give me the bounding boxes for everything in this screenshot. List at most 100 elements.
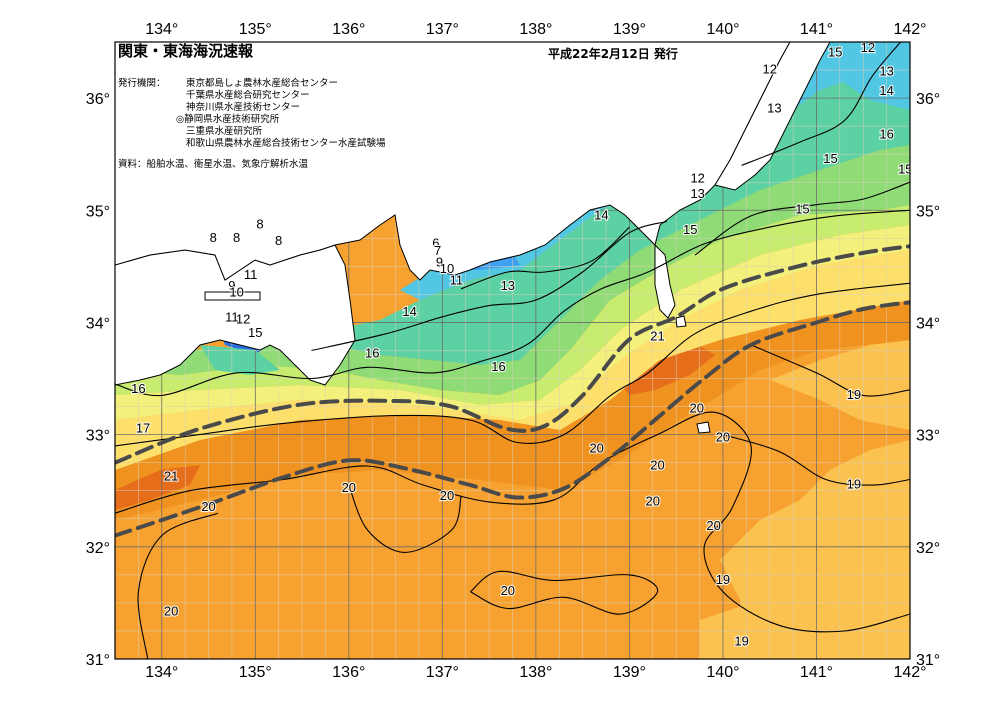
lat-tick-left: 32° xyxy=(86,540,110,557)
lon-tick-top: 142° xyxy=(893,21,926,38)
lon-tick-bottom: 142° xyxy=(893,664,926,681)
agency-5: 三重県水産研究所 xyxy=(186,125,263,137)
agency-4: ◎静岡県水産技術研究所 xyxy=(176,113,280,125)
lon-tick-top: 137° xyxy=(426,21,459,38)
sst-zone-14-15 xyxy=(115,145,910,395)
isotherm-label: 14 xyxy=(402,304,416,319)
isotherm-label: 20 xyxy=(440,488,454,503)
isotherm-label: 13 xyxy=(767,101,781,116)
isotherm-19 xyxy=(750,344,910,397)
lat-tick-left: 36° xyxy=(86,91,110,108)
isotherm-label: 8 xyxy=(233,230,240,245)
land-izu-peninsula xyxy=(654,243,676,319)
isotherm-label: 15 xyxy=(683,222,697,237)
isotherm-label: 20 xyxy=(201,499,215,514)
isotherm-label: 20 xyxy=(589,441,603,456)
lon-tick-bottom: 136° xyxy=(332,664,365,681)
isotherm-19 xyxy=(722,434,910,486)
sst-zone-15-16 xyxy=(115,205,910,405)
isotherm-label: 11 xyxy=(244,267,258,282)
lat-tick-left: 35° xyxy=(86,203,110,220)
isotherm-label: 15 xyxy=(823,151,837,166)
issue-date: 平成22年2月12日 発行 xyxy=(548,46,678,61)
isotherm-label: 16 xyxy=(491,359,505,374)
kuroshio-axis xyxy=(115,244,910,538)
lon-tick-bottom: 137° xyxy=(426,664,459,681)
isotherm-13 xyxy=(460,226,630,290)
lon-tick-bottom: 140° xyxy=(706,664,739,681)
data-source: 資料：船舶水温、衛星水温、気象庁解析水温 xyxy=(118,158,309,170)
isotherm-label: 14 xyxy=(594,207,608,222)
isotherm-20 xyxy=(470,570,659,615)
isotherm-label: 20 xyxy=(501,583,515,598)
sst-zone-16-17 xyxy=(115,225,910,420)
isotherm-label: 17 xyxy=(136,420,150,435)
isotherm-label: 15 xyxy=(898,161,912,176)
isotherm-label: 19 xyxy=(847,477,861,492)
lon-tick-top: 134° xyxy=(145,21,178,38)
agencies-label: 発行機関： xyxy=(118,77,166,89)
header-block: 関東・東海海況速報 平成22年2月12日 発行 発行機関： 東京都島しょ農林水産… xyxy=(118,42,678,170)
isotherm-label: 10 xyxy=(229,285,243,300)
agency-2: 千葉県水産総合研究センター xyxy=(186,89,310,101)
isotherm-label: 21 xyxy=(164,469,178,484)
sst-zone-18-19-south xyxy=(700,600,800,659)
lon-tick-bottom: 134° xyxy=(145,664,178,681)
lat-tick-left: 31° xyxy=(86,652,110,669)
lat-tick-right: 33° xyxy=(916,428,940,445)
lon-tick-bottom: 139° xyxy=(613,664,646,681)
isotherm-label: 20 xyxy=(646,493,660,508)
isotherm-label: 6 xyxy=(432,235,439,250)
lon-tick-top: 138° xyxy=(519,21,552,38)
isotherm-label: 20 xyxy=(342,480,356,495)
kuroshio-path xyxy=(115,300,910,538)
land-kii-peninsula xyxy=(115,42,791,281)
isotherm-label: 15 xyxy=(828,45,842,60)
isotherm-15 xyxy=(694,181,910,256)
isotherm-label: 7 xyxy=(434,243,441,258)
isotherm-label: 21 xyxy=(650,328,664,343)
isotherm-label: 10 xyxy=(440,261,454,276)
isotherm-lines xyxy=(115,42,910,659)
isotherm-label: 12 xyxy=(762,61,776,76)
lat-tick-right: 35° xyxy=(916,203,940,220)
lat-tick-right: 32° xyxy=(916,540,940,557)
isotherm-label: 11 xyxy=(225,309,239,324)
isotherm-label: 13 xyxy=(690,186,704,201)
lat-tick-right: 31° xyxy=(916,652,940,669)
isotherm-20 xyxy=(115,411,910,633)
agency-6: 和歌山県農林水産総合技術センター水産試験場 xyxy=(186,137,386,149)
isotherm-label: 12 xyxy=(861,40,875,55)
isotherm-label: 12 xyxy=(236,312,250,327)
lon-tick-bottom: 138° xyxy=(519,664,552,681)
isotherm-21 xyxy=(115,282,910,447)
isotherm-label: 9 xyxy=(228,278,235,293)
isotherm-15 xyxy=(741,42,902,166)
isotherm-16 xyxy=(115,209,910,397)
isotherm-label: 20 xyxy=(164,603,178,618)
isotherm-20 xyxy=(137,512,219,659)
sst-zone-21-plus-west xyxy=(115,465,200,510)
isotherm-label: 16 xyxy=(879,127,893,142)
land-oshima xyxy=(675,315,687,328)
isotherm-label: 16 xyxy=(131,381,145,396)
sst-zone-kii-channel xyxy=(200,345,280,375)
agency-3: 神奈川県水産技術センター xyxy=(186,101,300,113)
sst-zone-17-18 xyxy=(115,250,910,470)
lat-tick-left: 34° xyxy=(86,315,110,332)
lon-tick-top: 141° xyxy=(800,21,833,38)
axis-ticks: 134° 134° 135° 135° 136° 136° 137° 137° 138° 138°… xyxy=(86,21,940,681)
isotherm-label: 14 xyxy=(879,83,893,98)
isotherm-label: 19 xyxy=(734,634,748,649)
isotherm-label: 19 xyxy=(716,572,730,587)
isotherm-label: 19 xyxy=(847,387,861,402)
land-boso-peninsula xyxy=(714,42,831,191)
isotherm-label: 20 xyxy=(716,429,730,444)
map-title: 関東・東海海況速報 xyxy=(118,42,254,60)
isotherm-label: 15 xyxy=(795,202,809,217)
lat-tick-right: 36° xyxy=(916,91,940,108)
isotherm-14 xyxy=(311,220,667,352)
lon-tick-top: 135° xyxy=(239,21,272,38)
isotherm-label: 13 xyxy=(501,278,515,293)
